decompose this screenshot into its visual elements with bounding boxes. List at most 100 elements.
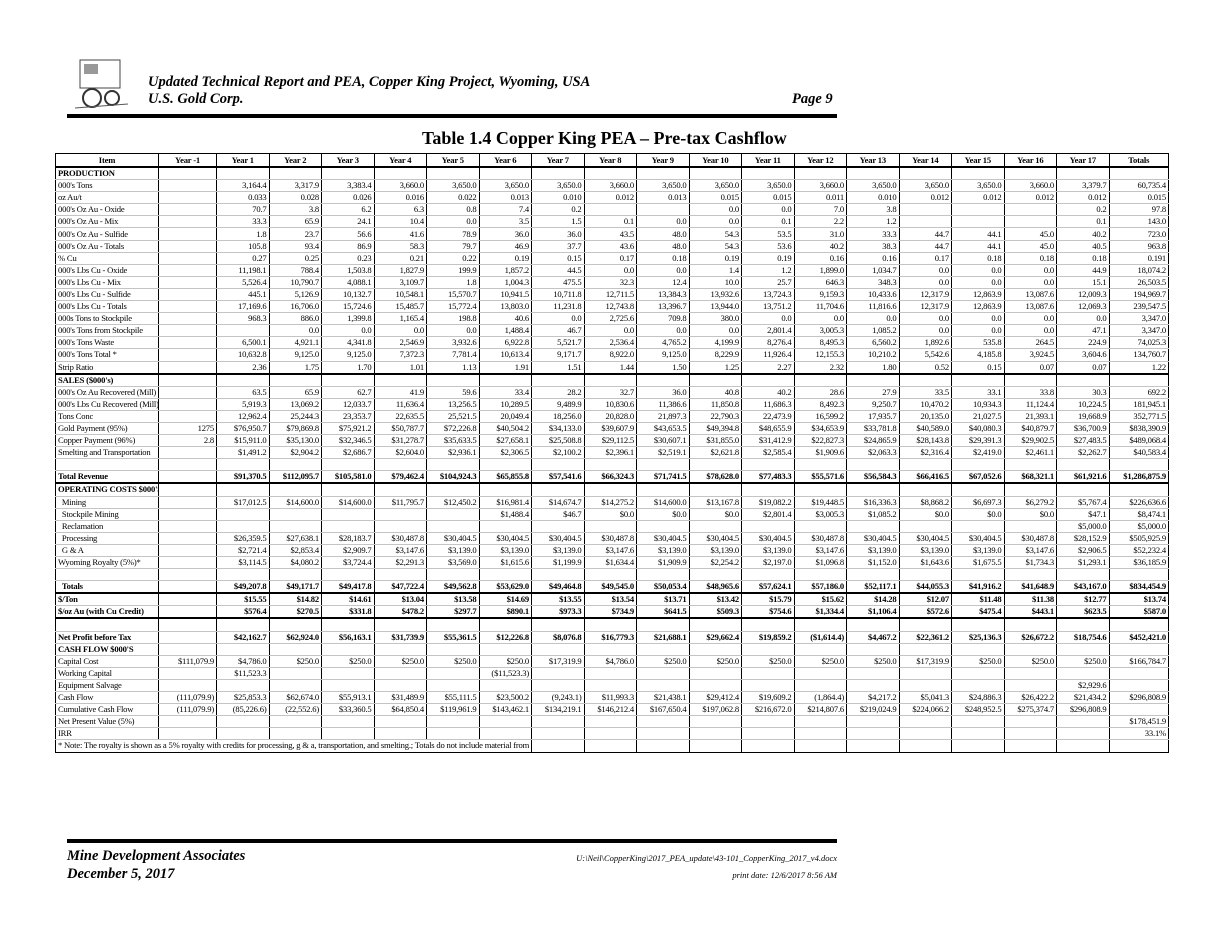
table-cell: $22,361.2 bbox=[898, 631, 952, 644]
table-row: G & A $2,721.4 $2,853.4 $2,909.7 $3,147.6 $3,… bbox=[55, 544, 1169, 558]
table-cell bbox=[158, 336, 217, 350]
table-cell: $66,416.5 bbox=[898, 470, 952, 485]
table-cell: 16,706.0 bbox=[268, 300, 322, 314]
table-cell: $31,278.7 bbox=[373, 434, 427, 448]
table-cell: 12,155.3 bbox=[793, 348, 847, 362]
table-cell: $91,370.5 bbox=[216, 470, 270, 485]
table-cell: 0.0 bbox=[951, 312, 1005, 326]
table-cell: $1,909.6 bbox=[793, 446, 847, 460]
table-cell: $21,688.1 bbox=[636, 631, 690, 644]
table-cell: 1,399.8 bbox=[321, 312, 375, 326]
table-cell: 11,816.6 bbox=[846, 300, 900, 314]
table-cell bbox=[158, 727, 217, 741]
table-cell: $13.54 bbox=[583, 593, 637, 607]
table-cell bbox=[373, 373, 427, 387]
table-cell bbox=[426, 508, 480, 521]
table-cell: 0.010 bbox=[846, 191, 900, 205]
table-cell bbox=[216, 715, 270, 729]
table-cell: 13,396.7 bbox=[636, 300, 690, 314]
table-row: 000's Tons from Stockpile 0.0 0.0 0.0 0.0 1,4… bbox=[55, 324, 1169, 338]
table-cell bbox=[1003, 643, 1057, 656]
table-cell: 13,751.2 bbox=[741, 300, 795, 314]
table-cell bbox=[1056, 618, 1110, 632]
table-cell: 3,347.0 bbox=[1108, 324, 1169, 338]
table-cell: 46.7 bbox=[531, 324, 585, 338]
table-cell: 22,635.5 bbox=[373, 410, 427, 423]
table-cell: $14,275.2 bbox=[583, 496, 637, 509]
table-cell: 0.0 bbox=[583, 324, 637, 338]
table-cell bbox=[583, 520, 637, 533]
table-cell: 5,919.3 bbox=[216, 398, 270, 411]
table-cell: 9,171.7 bbox=[531, 348, 585, 362]
table-cell: $15.62 bbox=[793, 593, 847, 607]
table-cell bbox=[1003, 373, 1057, 387]
table-cell bbox=[478, 373, 532, 387]
table-cell: 788.4 bbox=[268, 264, 322, 277]
table-cell bbox=[1003, 618, 1057, 632]
row-label: Equipment Salvage bbox=[55, 679, 159, 693]
table-cell: 1.01 bbox=[373, 361, 427, 375]
table-cell: $25,508.8 bbox=[531, 434, 585, 448]
table-cell: 0.0 bbox=[846, 312, 900, 326]
column-header: Year 17 bbox=[1056, 153, 1110, 168]
table-cell: 4,199.9 bbox=[688, 336, 742, 350]
table-cell bbox=[951, 520, 1005, 533]
table-cell: 1,899.0 bbox=[793, 264, 847, 277]
table-cell: $30,487.8 bbox=[373, 532, 427, 545]
table-cell bbox=[741, 727, 795, 741]
table-cell: $3,147.6 bbox=[373, 544, 427, 558]
table-cell bbox=[158, 496, 217, 509]
table-cell: 3,650.0 bbox=[898, 179, 952, 193]
table-cell bbox=[898, 715, 952, 729]
table-row: 000's Tons Waste 6,500.1 4,921.1 4,341.8 2,5… bbox=[55, 336, 1169, 350]
table-cell: 78.9 bbox=[426, 227, 480, 241]
table-cell bbox=[268, 508, 322, 521]
table-cell: 25,244.3 bbox=[268, 410, 322, 423]
table-cell: 2,546.9 bbox=[373, 336, 427, 350]
table-cell bbox=[846, 739, 900, 753]
table-cell: 25,521.5 bbox=[426, 410, 480, 423]
table-cell bbox=[216, 679, 270, 693]
table-cell: $15,911.0 bbox=[216, 434, 270, 448]
table-cell bbox=[158, 483, 217, 497]
table-cell: 33.3 bbox=[846, 227, 900, 241]
table-cell: 0.19 bbox=[688, 252, 742, 265]
table-cell: 13,087.6 bbox=[1003, 300, 1057, 314]
table-cell bbox=[373, 618, 427, 632]
table-cell bbox=[426, 727, 480, 741]
table-cell: 33.1 bbox=[951, 386, 1005, 399]
table-cell bbox=[583, 483, 637, 497]
table-cell: 0.1 bbox=[1056, 215, 1110, 229]
table-cell bbox=[583, 739, 637, 753]
table-cell: 0.0 bbox=[426, 324, 480, 338]
table-cell: $973.3 bbox=[531, 605, 585, 620]
table-cell bbox=[636, 483, 690, 497]
table-row: 000's Tons 3,164.4 3,317.9 3,383.4 3,660.0 3,… bbox=[55, 179, 1169, 193]
table-cell bbox=[158, 618, 217, 632]
table-cell: $0.0 bbox=[583, 508, 637, 521]
table-cell: $224,066.2 bbox=[898, 703, 952, 717]
table-cell bbox=[531, 458, 585, 472]
table-cell: $79,462.4 bbox=[373, 470, 427, 485]
table-cell bbox=[1056, 739, 1110, 753]
table-cell: 9,159.3 bbox=[793, 288, 847, 302]
table-cell: 0.27 bbox=[216, 252, 270, 265]
table-cell: $13,167.8 bbox=[688, 496, 742, 509]
table-cell bbox=[158, 348, 217, 362]
row-label: 000's Tons Waste bbox=[55, 336, 159, 350]
table-cell bbox=[158, 361, 217, 375]
table-cell bbox=[531, 618, 585, 632]
table-cell: $250.0 bbox=[951, 655, 1005, 668]
row-label: 000's Lbs Cu - Oxide bbox=[55, 264, 159, 277]
table-cell bbox=[636, 203, 690, 217]
table-cell: 105.8 bbox=[216, 240, 270, 253]
table-cell: $56,584.3 bbox=[846, 470, 900, 485]
table-cell: $443.1 bbox=[1003, 605, 1057, 620]
table-cell: 0.028 bbox=[268, 191, 322, 205]
table-cell: $214,807.6 bbox=[793, 703, 847, 717]
table-cell bbox=[846, 568, 900, 582]
row-label: 000's Lbs Cu - Totals bbox=[55, 300, 159, 314]
table-cell: 1,488.4 bbox=[478, 324, 532, 338]
table-row: Equipment Salvage $2,929.6 bbox=[55, 679, 1169, 693]
table-cell: 0.0 bbox=[636, 324, 690, 338]
